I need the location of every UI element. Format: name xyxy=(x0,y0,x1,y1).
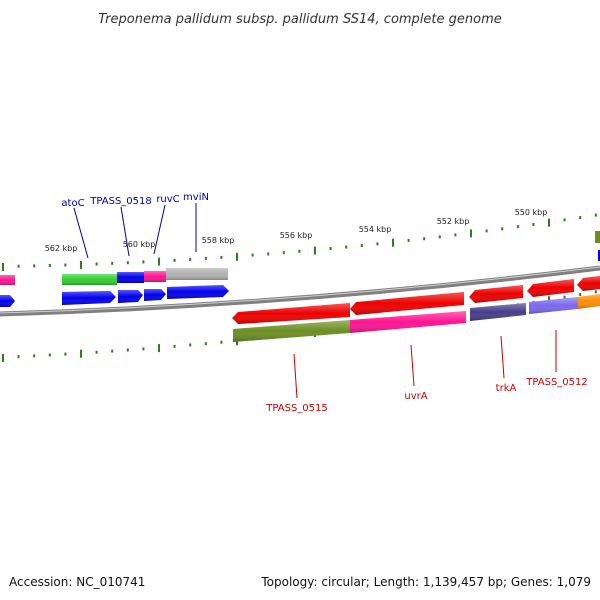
leader-trkA xyxy=(500,335,505,379)
upper-major-tick xyxy=(548,218,550,227)
label-atoC[interactable]: atoC xyxy=(61,198,84,209)
lower-minor-tick xyxy=(48,353,51,357)
accession-text: Accession: NC_010741 xyxy=(9,575,145,589)
lower-minor-tick xyxy=(204,342,207,346)
upper-minor-tick xyxy=(501,227,504,231)
upper-minor-tick xyxy=(407,238,410,242)
tick-label-550: 550 kbp xyxy=(515,208,548,217)
reverse-gene-labels: TPASS_0515 uvrA trkA TPASS_0512 xyxy=(265,330,588,414)
upper-minor-tick xyxy=(345,245,348,249)
lower-minor-tick xyxy=(594,290,597,294)
tick-label-556: 556 kbp xyxy=(280,231,313,240)
lower-minor-tick xyxy=(33,354,36,358)
upper-minor-tick xyxy=(220,255,223,259)
tick-label-552: 552 kbp xyxy=(437,217,470,226)
forward-gene-labels: atoC TPASS_0518 ruvC mviN xyxy=(61,192,209,259)
lower-major-tick xyxy=(158,344,160,353)
upper-minor-tick xyxy=(267,252,270,256)
upper-major-tick xyxy=(314,246,316,255)
leader-atoC xyxy=(73,207,89,259)
leader-TPASS_0515 xyxy=(293,353,298,399)
lower-minor-tick xyxy=(64,352,67,356)
upper-minor-tick xyxy=(251,253,254,257)
upper-major-tick xyxy=(2,263,4,271)
reverse-cds-track xyxy=(232,276,600,324)
upper-minor-tick xyxy=(142,260,145,264)
upper-minor-tick xyxy=(594,213,597,217)
feature-olive-right[interactable] xyxy=(595,231,600,243)
tick-label-554: 554 kbp xyxy=(359,225,392,234)
lower-minor-tick xyxy=(17,355,20,359)
upper-minor-tick xyxy=(95,262,98,266)
upper-minor-tick xyxy=(376,242,379,246)
upper-minor-tick xyxy=(64,263,67,267)
lower-major-tick xyxy=(2,353,4,362)
lower-feature-track xyxy=(233,294,600,342)
tick-label-562: 562 kbp xyxy=(45,244,78,253)
label-trkA[interactable]: trkA xyxy=(496,383,517,394)
label-TPASS_0515[interactable]: TPASS_0515 xyxy=(265,403,327,414)
upper-minor-tick xyxy=(454,233,457,237)
upper-minor-tick xyxy=(360,244,363,247)
upper-minor-tick xyxy=(282,251,285,255)
tick-label-558: 558 kbp xyxy=(202,236,235,245)
upper-minor-tick xyxy=(189,257,192,261)
upper-major-tick xyxy=(236,252,238,261)
leader-TPASS_0518 xyxy=(120,206,130,257)
leader-ruvC xyxy=(153,204,166,255)
leader-uvrA xyxy=(410,344,415,387)
tick-label-560: 560 kbp xyxy=(123,240,156,249)
genome-summary-text: Topology: circular; Length: 1,139,457 bp… xyxy=(260,575,591,589)
upper-minor-tick xyxy=(33,264,36,268)
lower-minor-tick xyxy=(563,295,566,299)
label-ruvC[interactable]: ruvC xyxy=(156,194,179,205)
upper-feature-track xyxy=(0,231,600,285)
label-TPASS_0512[interactable]: TPASS_0512 xyxy=(525,377,587,388)
ruler-labels: 562 kbp 560 kbp 558 kbp 556 kbp 554 kbp … xyxy=(45,208,548,253)
lower-minor-tick xyxy=(126,348,129,352)
lower-minor-tick xyxy=(579,293,582,296)
upper-minor-tick xyxy=(516,225,519,229)
genome-backbone xyxy=(0,265,600,317)
upper-major-tick xyxy=(392,238,394,247)
upper-minor-tick xyxy=(532,223,535,226)
upper-minor-tick xyxy=(563,218,566,222)
label-TPASS_0518[interactable]: TPASS_0518 xyxy=(89,196,151,207)
lower-major-tick xyxy=(80,349,82,358)
upper-minor-tick xyxy=(126,261,129,265)
upper-minor-tick xyxy=(438,235,441,239)
upper-tick-row xyxy=(2,213,597,271)
upper-minor-tick xyxy=(298,249,301,253)
upper-minor-tick xyxy=(329,247,332,250)
lower-minor-tick xyxy=(142,347,145,351)
upper-minor-tick xyxy=(423,237,426,241)
upper-minor-tick xyxy=(111,261,114,265)
upper-minor-tick xyxy=(173,258,176,262)
lower-minor-tick xyxy=(95,350,98,354)
upper-major-tick xyxy=(80,261,82,269)
upper-major-tick xyxy=(158,257,160,266)
upper-minor-tick xyxy=(48,264,51,267)
upper-minor-tick xyxy=(17,264,20,268)
map-title: Treponema pallidum subsp. pallidum SS14,… xyxy=(98,12,502,27)
label-mviN[interactable]: mviN xyxy=(183,192,209,203)
lower-minor-tick xyxy=(111,349,114,353)
upper-minor-tick xyxy=(485,229,488,233)
upper-minor-tick xyxy=(579,216,582,220)
upper-minor-tick xyxy=(204,256,207,260)
lower-minor-tick xyxy=(189,343,192,347)
forward-cds-track xyxy=(0,250,600,307)
lower-minor-tick xyxy=(220,340,223,344)
upper-major-tick xyxy=(470,229,472,238)
label-uvrA[interactable]: uvrA xyxy=(404,391,427,402)
lower-minor-tick xyxy=(173,344,176,348)
